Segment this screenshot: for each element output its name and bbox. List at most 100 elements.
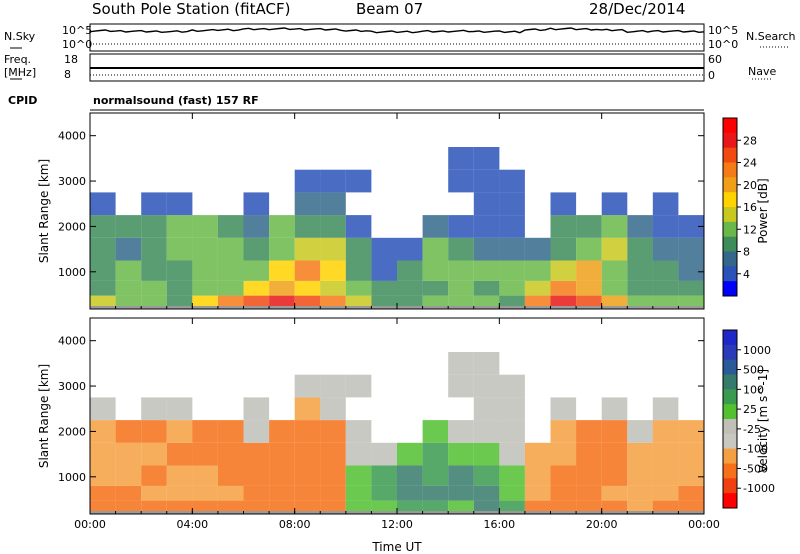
velocity-colorbar: 1000 500 100 25 -25 -100 -500 -1000 (722, 329, 775, 509)
heatmap-cell (473, 215, 500, 238)
heatmap-cell (448, 485, 474, 501)
colorbar-segment (723, 251, 737, 267)
heatmap-cell (166, 465, 193, 486)
colorbar-segment (723, 147, 737, 163)
heatmap-cell (115, 465, 142, 486)
heatmap-cell (524, 280, 551, 296)
colorbar-tick-label: 28 (743, 134, 757, 147)
heatmap-cell (550, 485, 577, 501)
heatmap-cell (345, 215, 372, 238)
colorbar-segment (723, 236, 737, 252)
nsky-panel-frame (89, 23, 705, 52)
colorbar-segment (723, 433, 737, 450)
heatmap-cell (422, 465, 449, 486)
xtick-label: 04:00 (176, 518, 208, 531)
heatmap-cell (448, 215, 474, 238)
heatmap-cell (90, 295, 116, 309)
heatmap-cell (524, 500, 551, 514)
freq-tick-bottom: 8 (64, 68, 71, 81)
heatmap-cell (422, 442, 449, 466)
heatmap-cell (627, 485, 653, 501)
colorbar-tick-label: -25 (743, 423, 761, 436)
heatmap-cell (320, 295, 346, 309)
heatmap-cell (652, 485, 679, 501)
heatmap-cell (601, 192, 628, 216)
heatmap-cell (448, 260, 474, 281)
heatmap-cell (550, 465, 577, 486)
nsky-tick-bottom: 10^0 (62, 38, 93, 51)
heatmap-cell (652, 500, 679, 514)
heatmap-cell (166, 280, 193, 296)
heatmap-cell (166, 397, 193, 421)
ytick-label: 3000 (58, 380, 86, 393)
heatmap-cell (294, 397, 321, 421)
heatmap-cell (345, 442, 372, 466)
nave-tick-bottom: 0 (708, 69, 715, 82)
heatmap-cell (345, 237, 372, 261)
heatmap-cell (499, 215, 525, 238)
heatmap-cell (217, 420, 244, 443)
colorbar-segment (723, 389, 737, 405)
heatmap-cell (269, 500, 295, 514)
heatmap-cell (448, 280, 474, 296)
heatmap-cell (550, 215, 577, 238)
nsearch-label: N.Search (746, 30, 796, 43)
heatmap-cell (115, 500, 142, 514)
heatmap-cell (141, 192, 167, 216)
heatmap-cell (473, 280, 500, 296)
heatmap-cell (141, 442, 167, 466)
heatmap-cell (294, 500, 321, 514)
heatmap-cell (345, 465, 372, 486)
heatmap-cell (448, 237, 474, 261)
ytick-label: 2000 (58, 220, 86, 233)
heatmap-cell (320, 280, 346, 296)
heatmap-cell (217, 215, 244, 238)
heatmap-cell (371, 465, 397, 486)
heatmap-cell (243, 215, 270, 238)
heatmap-cell (524, 237, 551, 261)
heatmap-cell (269, 280, 295, 296)
heatmap-cell (448, 500, 474, 514)
heatmap-cell (217, 260, 244, 281)
heatmap-cell (90, 485, 116, 501)
heatmap-cell (499, 397, 525, 421)
heatmap-cell (473, 397, 500, 421)
heatmap-cell (499, 280, 525, 296)
heatmap-cell (294, 442, 321, 466)
velocity-axes: 1000 2000 3000 4000 00:00 04:00 08:00 12:00 16:0… (58, 318, 720, 531)
heatmap-cell (422, 237, 449, 261)
heatmap-cell (652, 465, 679, 486)
heatmap-cell (192, 500, 218, 514)
colorbar-segment (723, 132, 737, 149)
heatmap-cell (217, 442, 244, 466)
heatmap-cell (627, 215, 653, 238)
colorbar-segment (723, 281, 737, 297)
heatmap-cell (397, 500, 423, 514)
colorbar-frame (722, 329, 738, 509)
heatmap-cell (678, 420, 704, 443)
heatmap-cell (294, 215, 321, 238)
heatmap-cell (345, 280, 372, 296)
heatmap-cell (141, 500, 167, 514)
heatmap-cell (473, 147, 500, 170)
heatmap-cell (499, 169, 525, 193)
heatmap-cell (448, 465, 474, 486)
heatmap-cell (166, 442, 193, 466)
heatmap-cell (499, 465, 525, 486)
heatmap-cell (448, 295, 474, 309)
heatmap-cell (345, 374, 372, 398)
colorbar-tick-label: -1000 (743, 482, 775, 495)
freq-trace (90, 67, 704, 76)
heatmap-cell (448, 169, 474, 193)
heatmap-cell (499, 260, 525, 281)
colorbar-segment (723, 177, 737, 193)
heatmap-cell (371, 260, 397, 281)
heatmap-cell (448, 374, 474, 398)
nsearch-tick-top: 10^5 (708, 24, 739, 37)
heatmap-cell (166, 420, 193, 443)
heatmap-cell (243, 260, 270, 281)
heatmap-cell (269, 237, 295, 261)
heatmap-cell (141, 237, 167, 261)
heatmap-cell (448, 352, 474, 375)
heatmap-cell (115, 420, 142, 443)
